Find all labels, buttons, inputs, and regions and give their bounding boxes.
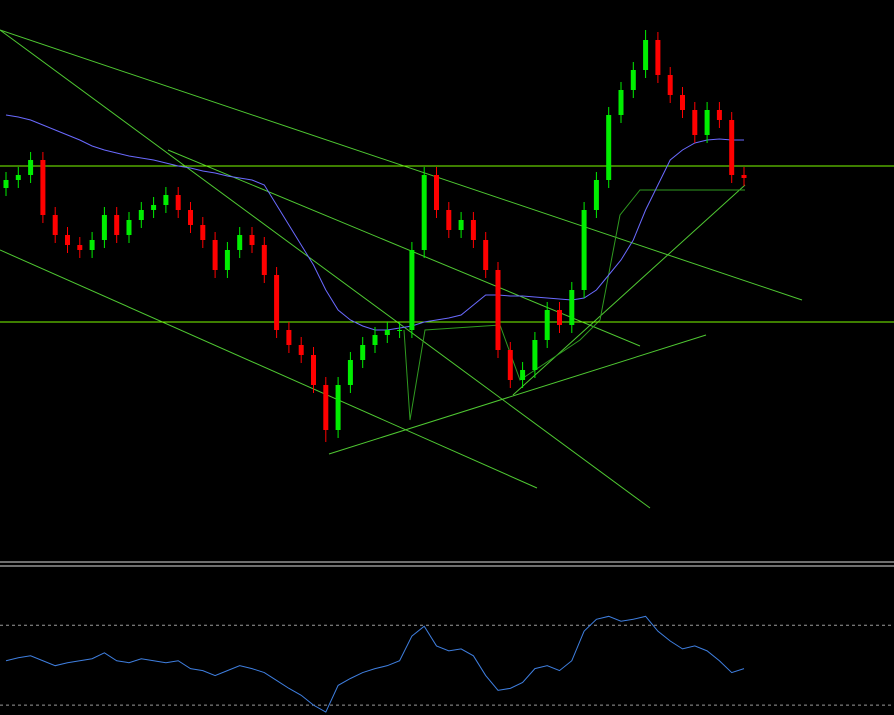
candle-body [495,270,501,350]
candle-body [15,175,21,180]
candle-body [434,175,439,210]
candle-body [28,160,34,175]
candle-body [138,210,144,220]
trendline [0,249,538,489]
candle-body [557,310,562,325]
candle-body [175,195,181,210]
candle-body [544,310,550,340]
candle-body [507,350,513,380]
trendlines [0,29,803,509]
candle-body [618,90,624,115]
candle-body [126,220,132,235]
candle-body [40,160,46,215]
candle-body [630,70,636,90]
candle-body [741,175,747,178]
candle-body [200,225,206,240]
candle-body [89,240,95,250]
candle-body [52,215,58,235]
candle-body [569,290,575,325]
candle-body [716,110,722,120]
candle-body [163,195,169,205]
candle-body [704,110,710,135]
trendline [512,184,746,396]
candle-body [384,330,390,335]
candle-body [261,245,267,275]
candle-body [77,245,83,250]
trendline [0,29,651,509]
candle-body [470,220,476,240]
candle-body [446,210,452,230]
candle-body [409,250,415,330]
candle-body [483,240,489,270]
candle-body [729,120,735,175]
candle-body [101,215,107,240]
candle-body [692,110,698,135]
candle-body [286,330,292,345]
candle-body [3,180,9,188]
candle-body [237,235,243,250]
candle-body [274,275,280,330]
candle-body [606,115,612,180]
candle-body [335,385,341,430]
candle-body [372,335,378,345]
candle-body [188,210,193,225]
candle-body [532,340,538,370]
candle-body [655,40,661,75]
candle-body [667,75,673,95]
candle-body [151,205,157,210]
candle-body [360,345,366,360]
candle-body [397,330,403,331]
candle-body [520,370,526,380]
candle-body [65,235,70,245]
candle-body [680,95,685,110]
candle-body [643,40,649,70]
candle-body [421,175,427,250]
candle-body [224,250,230,270]
candle-body [298,345,304,355]
candle-body [347,360,353,385]
candle-body [458,220,464,230]
candle-body [249,235,255,245]
trendline [403,189,745,421]
oscillator-line [5,615,745,713]
candle-body [581,210,587,290]
trendline [328,334,707,455]
candle-body [114,215,120,235]
candle-body [212,240,218,270]
candle-body [311,355,316,385]
candle-body [323,385,329,430]
candle-body [593,180,599,210]
